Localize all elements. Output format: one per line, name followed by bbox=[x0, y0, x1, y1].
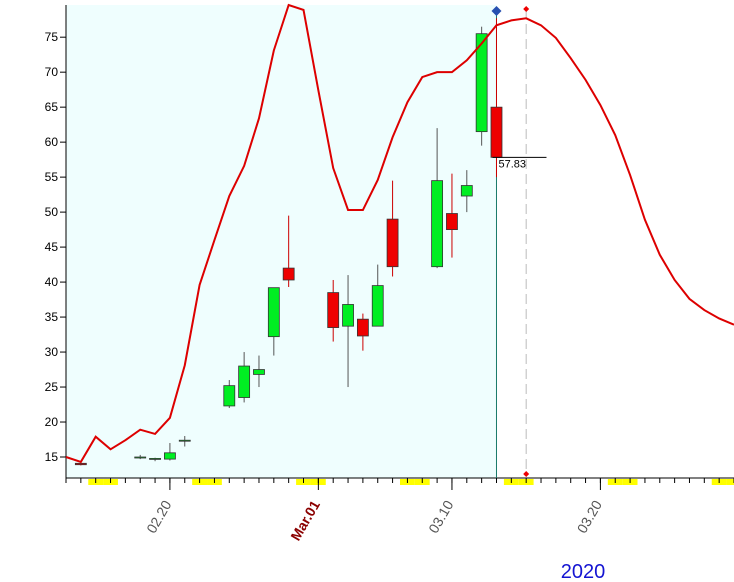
candle-body bbox=[327, 292, 340, 328]
candle-body bbox=[446, 213, 458, 231]
candle-body bbox=[460, 185, 473, 197]
year-label: 2020 bbox=[561, 561, 606, 582]
y-tick-label: 75 bbox=[45, 30, 59, 44]
x-tick-label: 03.10 bbox=[425, 497, 456, 536]
x-tick-label: 03.20 bbox=[574, 497, 605, 536]
candle-body bbox=[282, 267, 295, 281]
last-price-label: 57.83 bbox=[498, 158, 526, 170]
candle-body bbox=[267, 287, 280, 338]
y-tick-label: 60 bbox=[45, 135, 59, 149]
candle-body bbox=[253, 369, 265, 375]
candle-body bbox=[134, 456, 147, 459]
candle-body bbox=[164, 452, 176, 460]
y-tick-label: 15 bbox=[45, 450, 59, 464]
candle-body bbox=[475, 33, 488, 133]
history-background bbox=[66, 5, 497, 478]
y-tick-label: 55 bbox=[45, 170, 59, 184]
y-tick-label: 20 bbox=[45, 415, 59, 429]
candle-body bbox=[371, 285, 384, 327]
candle-body bbox=[178, 439, 191, 442]
y-tick-label: 45 bbox=[45, 240, 59, 254]
y-tick-label: 40 bbox=[45, 275, 59, 289]
projection-marker bbox=[523, 471, 530, 477]
projection-marker bbox=[523, 6, 530, 12]
y-tick-label: 25 bbox=[45, 380, 59, 394]
candle-body bbox=[74, 462, 87, 466]
candle-body bbox=[238, 365, 251, 398]
x-tick-label: Mar.01 bbox=[287, 497, 323, 543]
candle-body bbox=[431, 180, 444, 268]
candle-body bbox=[490, 106, 503, 158]
overlay-line bbox=[65, 3, 734, 464]
weekend-mark bbox=[726, 479, 734, 485]
y-tick-label: 35 bbox=[45, 310, 59, 324]
x-tick-label: 02.20 bbox=[143, 497, 174, 536]
candle-body bbox=[223, 385, 236, 407]
y-tick-label: 70 bbox=[45, 65, 59, 79]
candle-body bbox=[356, 318, 369, 337]
candle-body bbox=[386, 218, 399, 268]
last-bar-marker bbox=[491, 6, 502, 16]
y-tick-label: 30 bbox=[45, 345, 59, 359]
y-tick-label: 65 bbox=[45, 100, 59, 114]
y-tick-label: 50 bbox=[45, 205, 59, 219]
candle-body bbox=[149, 458, 161, 460]
candle-body bbox=[342, 304, 354, 327]
